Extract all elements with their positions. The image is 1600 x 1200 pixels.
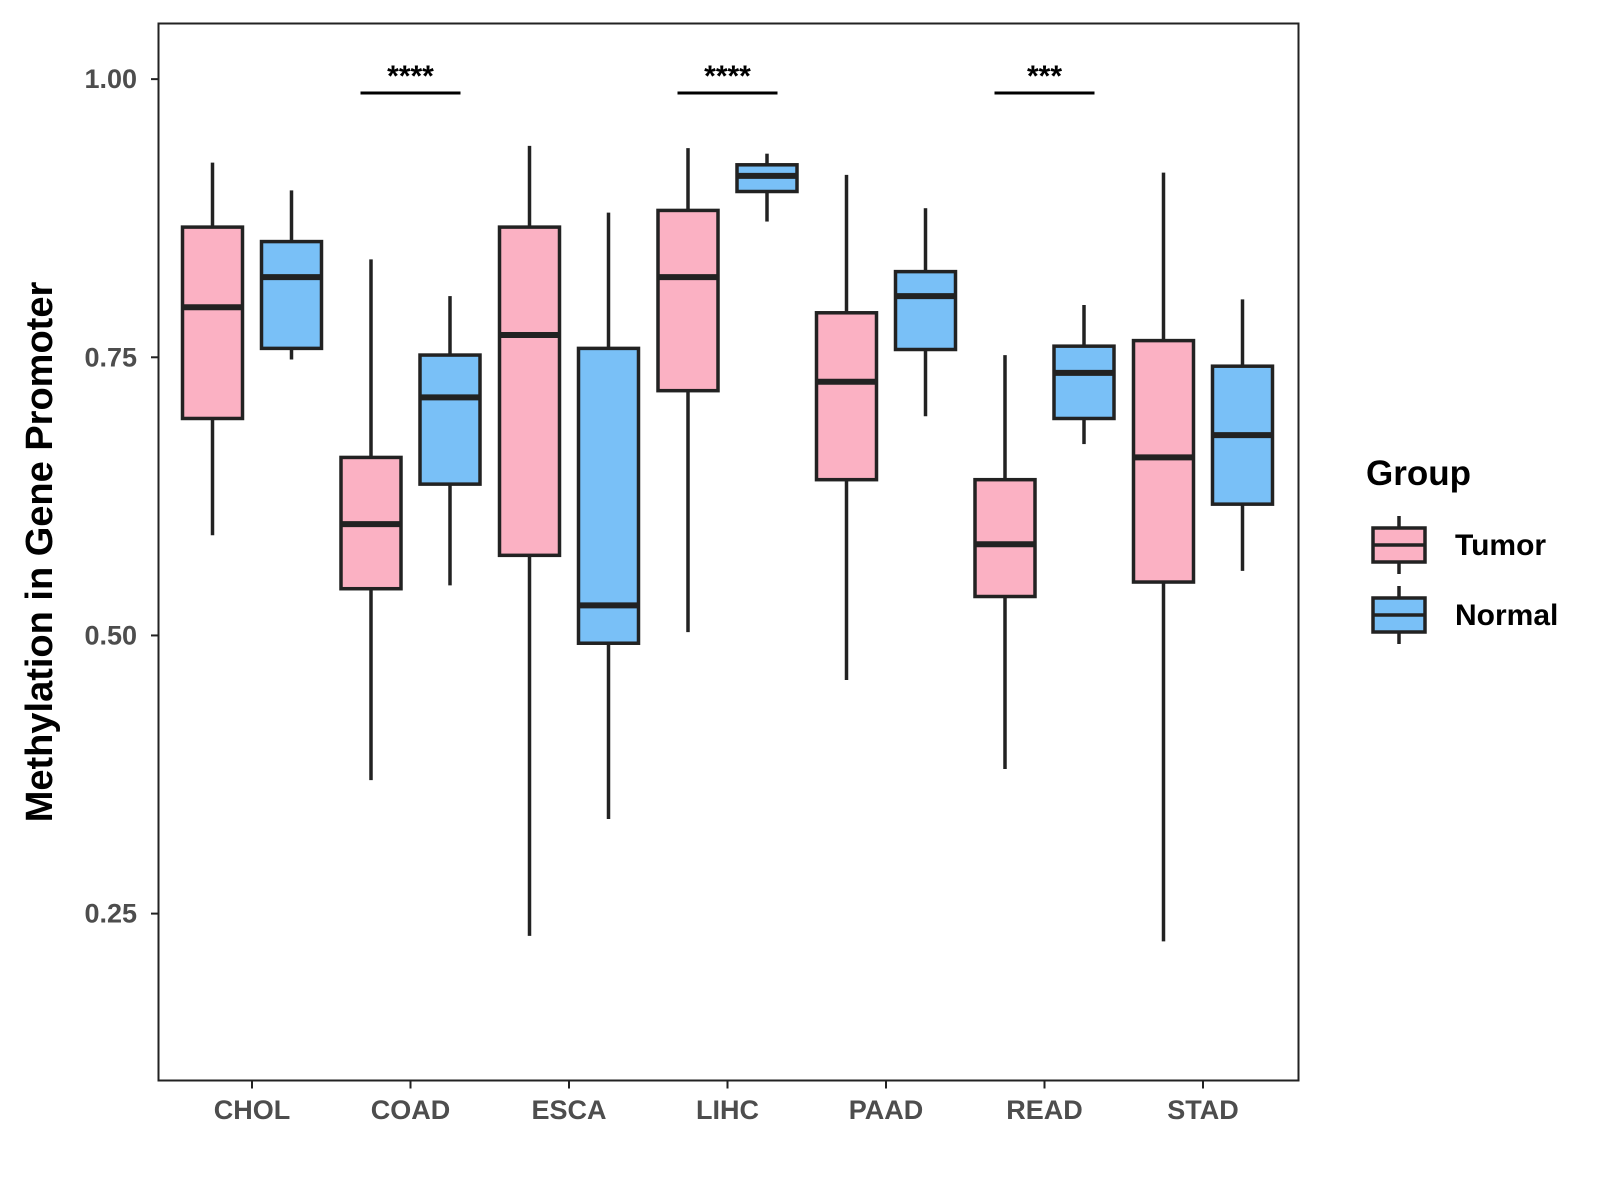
legend: Group Tumor Normal bbox=[1366, 454, 1558, 644]
x-tick-label: ESCA bbox=[531, 1095, 606, 1125]
box-normal-chol bbox=[259, 190, 324, 360]
legend-title: Group bbox=[1366, 454, 1471, 493]
box-tumor-stad bbox=[1131, 172, 1196, 942]
box-normal-esca bbox=[576, 212, 641, 820]
box-iqr bbox=[1052, 344, 1116, 421]
x-tick-label: COAD bbox=[371, 1095, 451, 1125]
box-tumor-lihc bbox=[656, 148, 720, 633]
x-tick-label: CHOL bbox=[214, 1095, 291, 1125]
legend-item-tumor: Tumor bbox=[1371, 516, 1546, 574]
box-iqr bbox=[180, 225, 245, 421]
box-tumor-esca bbox=[497, 145, 562, 936]
legend-item-normal: Normal bbox=[1371, 586, 1558, 644]
y-axis: 0.25 0.50 0.75 1.00 bbox=[84, 64, 159, 929]
legend-label: Normal bbox=[1455, 599, 1558, 632]
box-normal-coad bbox=[418, 296, 482, 586]
box-iqr bbox=[814, 311, 879, 482]
box-iqr bbox=[497, 225, 562, 558]
x-tick-label: READ bbox=[1006, 1095, 1083, 1125]
y-tick-label: 0.50 bbox=[84, 620, 137, 650]
x-tick-label: LIHC bbox=[696, 1095, 759, 1125]
x-tick-label: STAD bbox=[1167, 1095, 1239, 1125]
significance-label: *** bbox=[1027, 60, 1062, 93]
box-normal-paad bbox=[893, 208, 958, 417]
y-axis-title: Methylation in Gene Promoter bbox=[19, 282, 61, 823]
box-tumor-chol bbox=[180, 162, 245, 536]
box-iqr bbox=[259, 239, 324, 351]
y-tick-label: 1.00 bbox=[84, 64, 137, 94]
significance-label: **** bbox=[387, 60, 434, 93]
box-iqr bbox=[656, 208, 720, 393]
box-iqr bbox=[418, 353, 482, 486]
y-tick-label: 0.75 bbox=[84, 342, 137, 372]
box-tumor-read bbox=[973, 355, 1037, 769]
box-iqr bbox=[893, 269, 958, 352]
significance-annotations: **** **** *** bbox=[360, 60, 1095, 95]
significance-label: **** bbox=[704, 60, 751, 93]
x-axis: CHOL COAD ESCA LIHC PAAD READ STAD bbox=[214, 1080, 1239, 1125]
box-normal-stad bbox=[1210, 299, 1275, 571]
box-normal-lihc bbox=[735, 153, 799, 222]
legend-label: Tumor bbox=[1455, 529, 1546, 562]
box-tumor-coad bbox=[339, 259, 403, 781]
box-iqr bbox=[576, 346, 641, 645]
box-iqr bbox=[973, 477, 1037, 599]
box-series bbox=[180, 145, 1275, 942]
box-tumor-paad bbox=[814, 174, 879, 680]
box-normal-read bbox=[1052, 304, 1116, 445]
x-tick-label: PAAD bbox=[849, 1095, 924, 1125]
box-iqr bbox=[1131, 338, 1196, 584]
y-tick-label: 0.25 bbox=[84, 899, 137, 929]
